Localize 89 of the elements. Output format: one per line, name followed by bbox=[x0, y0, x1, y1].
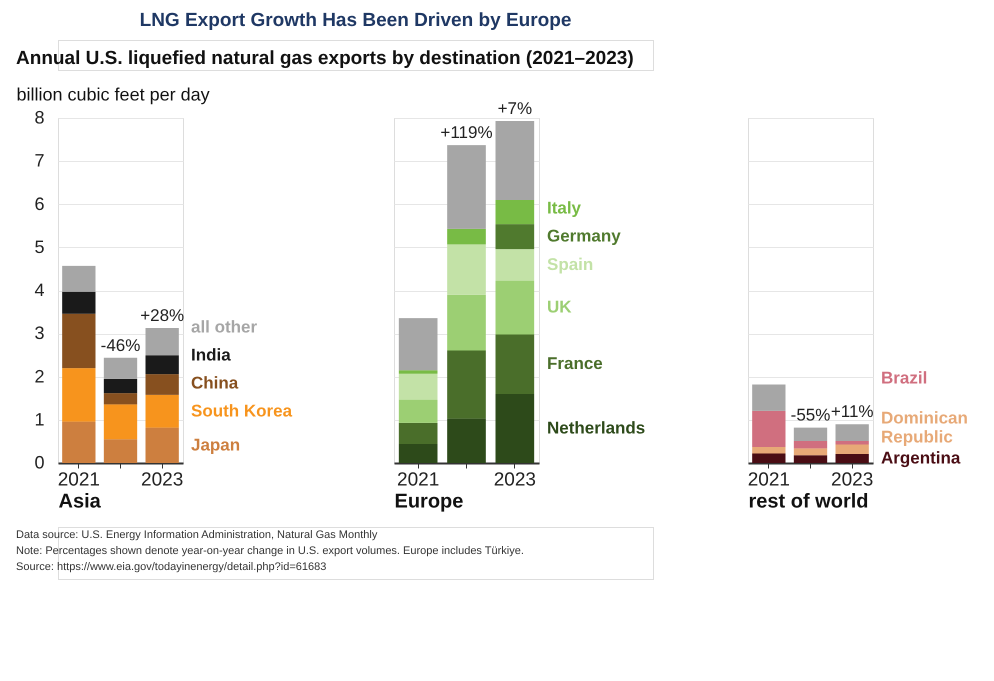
bar bbox=[104, 378, 138, 394]
series-label: France bbox=[547, 354, 603, 374]
bar bbox=[752, 410, 786, 448]
bar bbox=[146, 374, 179, 395]
bar bbox=[496, 121, 534, 200]
bar bbox=[496, 224, 534, 250]
bar bbox=[836, 441, 869, 444]
bar bbox=[752, 384, 786, 411]
bar bbox=[398, 374, 438, 400]
series-label: Germany bbox=[547, 226, 622, 246]
bar bbox=[836, 444, 869, 454]
bar bbox=[62, 422, 96, 463]
series-label: China bbox=[191, 373, 239, 392]
bar bbox=[398, 318, 438, 370]
series-label: India bbox=[191, 345, 232, 364]
text: Note: Percentages shown denote year-on-year change in U.S. export volumes. Europe includes Türkiye. bbox=[16, 545, 524, 557]
source-note: Source: https://www.eia.gov/todayinenergy/detail.php?id=61683 bbox=[16, 561, 326, 573]
bar bbox=[447, 145, 486, 229]
x-axis-title: Asia bbox=[58, 490, 102, 512]
bar bbox=[836, 454, 869, 463]
y-tick-label: 0 bbox=[34, 452, 44, 472]
annotation: -55% bbox=[790, 406, 830, 425]
bar bbox=[794, 441, 828, 448]
bar bbox=[146, 394, 179, 428]
series-label: Japan bbox=[191, 435, 240, 454]
annotation: +28% bbox=[140, 306, 184, 326]
bar bbox=[447, 228, 486, 244]
bar bbox=[62, 314, 96, 368]
series-label: Argentina bbox=[881, 448, 961, 468]
x-tick-label: 2023 bbox=[831, 470, 874, 490]
x-tick-label: 2021 bbox=[748, 470, 790, 490]
y-tick-label: 8 bbox=[34, 108, 44, 128]
bar bbox=[752, 454, 786, 463]
y-tick-label: 2 bbox=[34, 366, 44, 386]
y-tick-label: 1 bbox=[34, 409, 44, 430]
bar bbox=[104, 439, 138, 463]
x-tick-label: 2023 bbox=[494, 470, 536, 490]
bar bbox=[447, 244, 486, 295]
bar bbox=[496, 249, 534, 281]
x-tick-label: 2021 bbox=[397, 470, 440, 490]
bar bbox=[496, 200, 534, 224]
x-tick-label: 2021 bbox=[58, 470, 100, 490]
bar bbox=[104, 358, 138, 379]
bar bbox=[794, 428, 828, 442]
text: LNG Export Growth Has Been Driven by Europe bbox=[140, 10, 572, 31]
x-tick-label: 2023 bbox=[141, 470, 184, 490]
bar bbox=[62, 266, 96, 292]
text: Brazil bbox=[881, 368, 928, 388]
bar bbox=[104, 404, 138, 440]
bar bbox=[794, 448, 828, 456]
bar bbox=[62, 292, 96, 314]
bar bbox=[146, 328, 179, 356]
bar bbox=[447, 418, 486, 463]
x-axis-title: rest of world bbox=[748, 490, 869, 512]
bar bbox=[398, 422, 438, 444]
series-label: Italy bbox=[547, 198, 582, 218]
bar bbox=[104, 393, 138, 404]
bar bbox=[447, 294, 486, 350]
y-tick-label: 3 bbox=[34, 323, 44, 344]
y-tick-label: 7 bbox=[34, 150, 44, 171]
series-label: Netherlands bbox=[547, 418, 646, 438]
bar bbox=[496, 394, 534, 463]
series-label: South Korea bbox=[191, 401, 293, 420]
bar bbox=[398, 444, 438, 463]
bar bbox=[496, 334, 534, 394]
bar bbox=[62, 368, 96, 422]
text: Annual U.S. liquefied natural gas exports by destination (2021–2023) bbox=[16, 48, 634, 69]
bar bbox=[146, 428, 179, 463]
series-label: all other bbox=[191, 317, 258, 336]
y-tick-label: 4 bbox=[34, 280, 44, 300]
annotation: -46% bbox=[100, 336, 140, 355]
annotation: +7% bbox=[498, 99, 532, 118]
bar bbox=[496, 280, 534, 334]
annotation: +119% bbox=[440, 123, 493, 142]
series-label: Dominican Republic bbox=[881, 408, 968, 446]
y-axis-title: billion cubic feet per day bbox=[16, 84, 210, 104]
bar bbox=[146, 355, 179, 374]
y-tick-label: 6 bbox=[34, 194, 44, 214]
source-note: Data source: U.S. Energy Information Administration, Natural Gas Monthly bbox=[16, 529, 378, 541]
annotation: +11% bbox=[830, 402, 874, 422]
bar bbox=[752, 447, 786, 454]
bar bbox=[836, 424, 869, 442]
bar bbox=[398, 400, 438, 423]
x-axis-title: Europe bbox=[394, 490, 464, 512]
series-label: Spain bbox=[547, 254, 594, 274]
bar bbox=[794, 455, 828, 463]
bar bbox=[447, 350, 486, 419]
series-label: UK bbox=[547, 298, 572, 317]
y-tick-label: 5 bbox=[34, 236, 44, 257]
